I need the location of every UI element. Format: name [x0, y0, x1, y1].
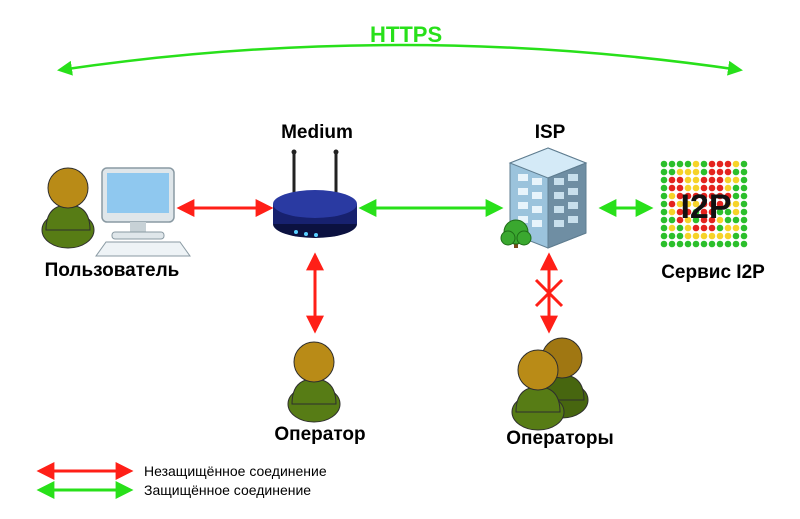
isp-label: ISP [520, 122, 580, 144]
user-person-icon [42, 168, 94, 248]
operators-people-icon [512, 338, 588, 430]
user-label: Пользователь [32, 260, 192, 282]
user-node [42, 168, 190, 256]
https-arc [60, 45, 740, 70]
isp-node [501, 148, 586, 248]
legend-unsecure-text: Незащищённое соединение [144, 463, 327, 479]
user-computer-icon [96, 168, 190, 256]
https-label: HTTPS [370, 22, 442, 48]
legend-secure-text: Защищённое соединение [144, 482, 311, 498]
operator-node [288, 342, 340, 422]
operator-person-icon [288, 342, 340, 422]
operators-node [512, 338, 588, 430]
operators-label: Операторы [490, 428, 630, 450]
service-node: I2P [661, 161, 748, 248]
router-icon [273, 150, 357, 239]
medium-label: Medium [264, 122, 370, 144]
medium-node [273, 150, 357, 239]
service-label: Сервис I2P [648, 262, 778, 284]
building-icon [501, 148, 586, 248]
operator-label: Оператор [260, 424, 380, 446]
i2p-logo-text: I2P [680, 188, 731, 226]
